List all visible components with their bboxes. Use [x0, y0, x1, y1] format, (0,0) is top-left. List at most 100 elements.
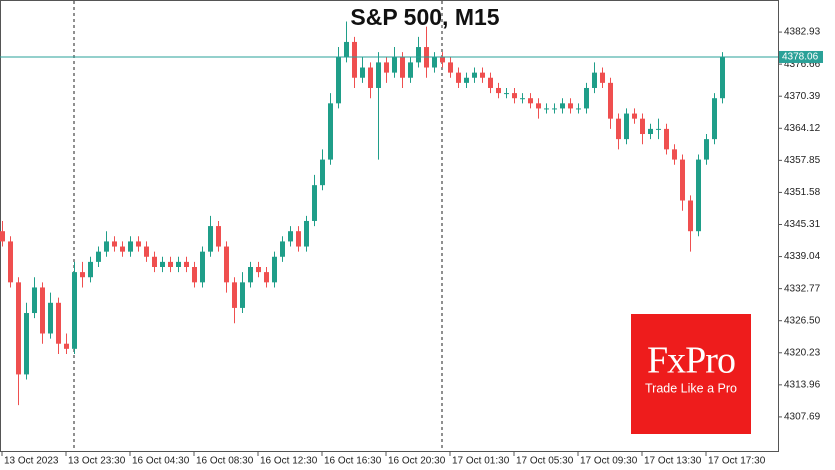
- candle-body: [184, 261, 189, 267]
- candle-body: [608, 82, 613, 119]
- x-tick-label: 16 Oct 08:30: [196, 456, 254, 467]
- candle-body: [256, 266, 261, 273]
- current-price-tag: [779, 50, 823, 63]
- candle-body: [440, 57, 445, 63]
- candle-body: [160, 261, 165, 267]
- candle-body: [632, 113, 637, 119]
- candle-body: [648, 128, 653, 135]
- candle-body: [56, 302, 61, 344]
- candle-body: [472, 72, 477, 78]
- x-tick-label: 17 Oct 13:30: [644, 456, 702, 467]
- y-tick-label: 4332.77: [784, 283, 821, 294]
- x-tick-label: 16 Oct 12:30: [260, 456, 318, 467]
- candle-body: [328, 103, 333, 160]
- chart-title: S&P 500, M15: [350, 4, 499, 30]
- candle-body: [552, 108, 557, 110]
- candle-body: [504, 93, 509, 95]
- candle-body: [664, 128, 669, 150]
- candle-body: [144, 246, 149, 257]
- candle-body: [80, 272, 85, 278]
- y-tick-label: 4345.31: [784, 219, 821, 230]
- candle-body: [696, 159, 701, 232]
- x-tick-label: 16 Oct 16:30: [324, 456, 382, 467]
- candle-body: [600, 72, 605, 83]
- candle-body: [72, 272, 77, 349]
- candle-body: [400, 57, 405, 78]
- candle-body: [456, 72, 461, 83]
- candle-body: [488, 77, 493, 88]
- candle-body: [64, 343, 69, 349]
- candle-body: [128, 241, 133, 252]
- candle-body: [112, 241, 117, 247]
- watermark-box: [631, 314, 751, 434]
- candle-body: [272, 256, 277, 283]
- candle-body: [8, 241, 13, 283]
- x-tick-label: 13 Oct 2023: [4, 456, 59, 467]
- y-tick-label: 4376.66: [784, 59, 821, 70]
- y-tick-label: 4382.93: [784, 27, 821, 38]
- candle-body: [16, 282, 21, 375]
- candle-body: [384, 62, 389, 73]
- x-tick-label: 16 Oct 04:30: [132, 456, 190, 467]
- candle-body: [240, 282, 245, 308]
- candle-body: [200, 251, 205, 283]
- candle-body: [104, 241, 109, 252]
- candle-body: [48, 302, 53, 334]
- candle-body: [152, 256, 157, 267]
- candle-body: [656, 128, 661, 130]
- candle-body: [680, 159, 685, 201]
- candle-body: [408, 62, 413, 78]
- candle-body: [712, 98, 717, 140]
- candle-body: [520, 98, 525, 100]
- candle-body: [24, 313, 29, 375]
- candle-body: [592, 72, 597, 88]
- candle-body: [168, 261, 173, 267]
- candle-body: [368, 67, 373, 88]
- candle-body: [192, 266, 197, 283]
- candle-body: [568, 103, 573, 109]
- candle-body: [120, 246, 125, 252]
- candle-body: [248, 266, 253, 283]
- candle-body: [264, 272, 269, 283]
- y-tick-label: 4364.12: [784, 123, 821, 134]
- candle-body: [136, 241, 141, 247]
- candle-body: [544, 108, 549, 110]
- candle-body: [280, 241, 285, 257]
- y-tick-label: 4326.50: [784, 315, 821, 326]
- candle-body: [32, 287, 37, 314]
- watermark-brand: FxPro: [647, 340, 735, 382]
- candle-body: [624, 113, 629, 140]
- watermark-tagline: Trade Like a Pro: [645, 381, 737, 395]
- candle-body: [296, 231, 301, 247]
- candle-body: [640, 118, 645, 135]
- candle-body: [288, 231, 293, 242]
- candle-body: [216, 226, 221, 247]
- candle-body: [312, 185, 317, 221]
- candle-body: [376, 62, 381, 88]
- candle-body: [512, 93, 517, 99]
- y-tick-label: 4339.04: [784, 251, 821, 262]
- candle-body: [584, 87, 589, 109]
- candle-body: [576, 108, 581, 110]
- current-price-label: 4378.06: [782, 52, 819, 63]
- y-tick-label: 4307.69: [784, 412, 821, 423]
- candle-body: [96, 251, 101, 262]
- candle-body: [536, 103, 541, 109]
- candle-body: [344, 41, 349, 58]
- candle-body: [392, 57, 397, 73]
- candle-body: [672, 149, 677, 160]
- candle-body: [40, 287, 45, 334]
- candle-body: [448, 62, 453, 73]
- candle-body: [88, 261, 93, 278]
- y-tick-label: 4370.39: [784, 91, 821, 102]
- x-tick-label: 17 Oct 17:30: [708, 456, 766, 467]
- candle-body: [176, 261, 181, 267]
- candle-body: [304, 220, 309, 247]
- watermark: FxPro Trade Like a Pro: [631, 314, 751, 434]
- candle-body: [360, 67, 365, 78]
- candle-body: [528, 98, 533, 104]
- candle-body: [720, 56, 725, 99]
- candle-body: [704, 139, 709, 160]
- candle-body: [496, 87, 501, 94]
